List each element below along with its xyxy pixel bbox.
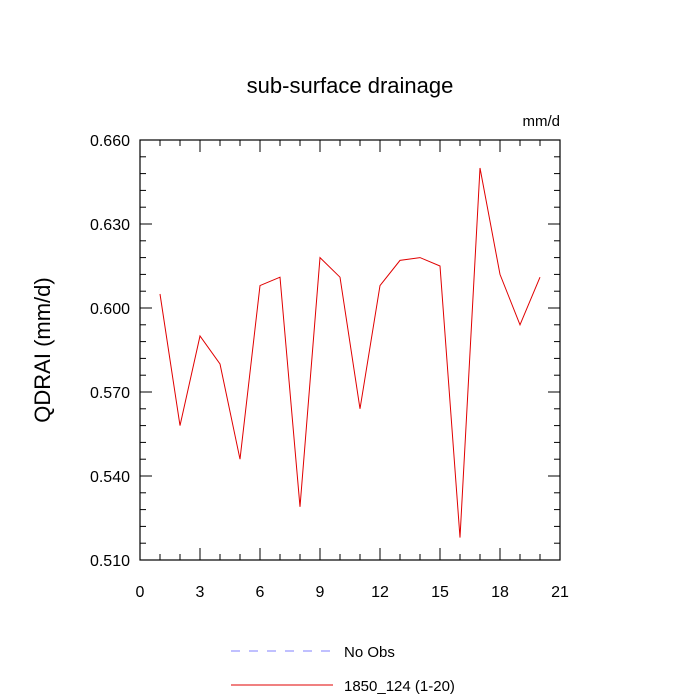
units-label: mm/d [523, 113, 561, 130]
x-tick-label: 3 [196, 584, 205, 601]
x-tick-label: 0 [136, 584, 145, 601]
axis-ticks [139, 139, 561, 561]
y-tick-label: 0.630 [90, 217, 130, 234]
series-group [159, 167, 541, 538]
legend-label: 1850_124 (1-20) [344, 678, 455, 695]
x-tick-label: 9 [316, 584, 325, 601]
x-tick-label: 15 [431, 584, 449, 601]
y-axis-label: QDRAI (mm/d) [30, 277, 55, 422]
y-tick-label: 0.600 [90, 301, 130, 318]
chart-title: sub-surface drainage [247, 73, 454, 98]
plot-frame [139, 139, 561, 561]
legend-label: No Obs [344, 644, 395, 661]
y-tick-label: 0.660 [90, 133, 130, 150]
y-tick-label: 0.540 [90, 469, 130, 486]
y-tick-label: 0.510 [90, 553, 130, 570]
x-tick-label: 18 [491, 584, 509, 601]
tick-labels: 0 3 6 9 12 15 18 21 0.510 0.540 0.570 0.600 0.630 0.6… [90, 133, 569, 601]
x-tick-label: 12 [371, 584, 389, 601]
legend: No Obs 1850_124 (1-20) [231, 644, 455, 695]
x-tick-label: 6 [256, 584, 265, 601]
series-line [159, 167, 541, 538]
y-tick-label: 0.570 [90, 385, 130, 402]
x-tick-label: 21 [551, 584, 569, 601]
